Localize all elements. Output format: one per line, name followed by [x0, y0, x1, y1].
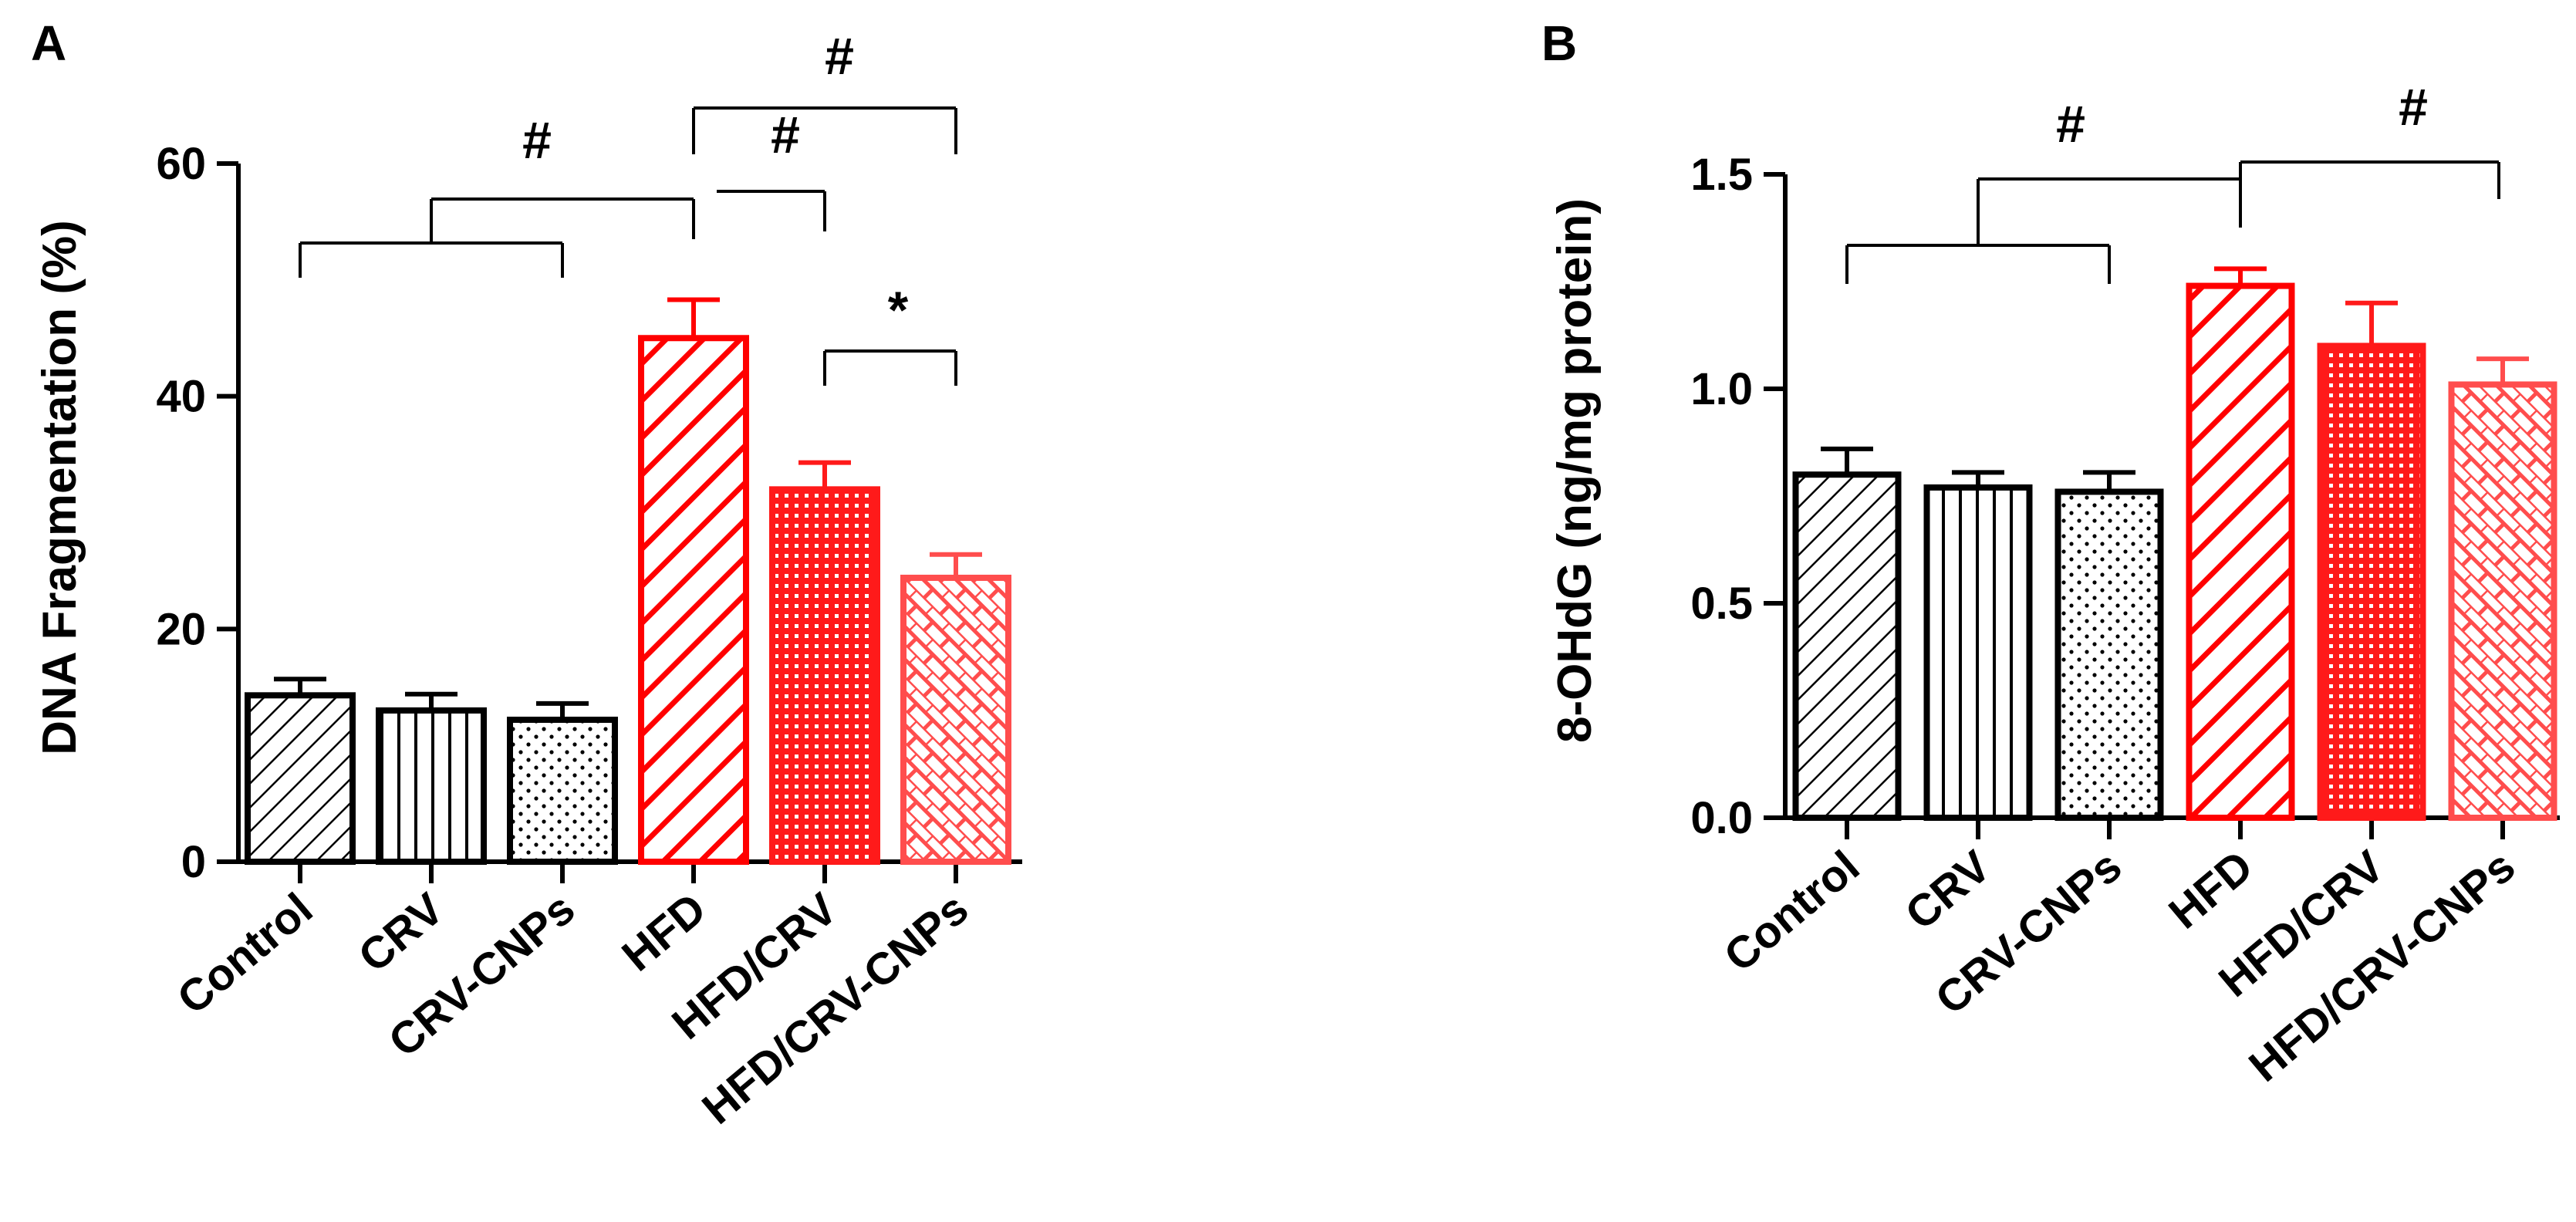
bar-hfd-crv [769, 486, 880, 865]
x-tick-label: HFD [2159, 841, 2262, 938]
significance-label: # [825, 27, 854, 86]
y-axis-title: DNA Fragmentation (%) [33, 220, 86, 754]
significance-bracket: * [823, 281, 957, 386]
y-ticks: 0.0 0.5 1.0 1.5 [1690, 150, 2505, 843]
axes [236, 164, 1022, 864]
bars [1792, 282, 2557, 821]
significance-bracket: # [692, 27, 957, 154]
significance-bracket: # [2239, 78, 2500, 199]
significance-bracket: # [1845, 95, 2242, 284]
bar-hfd-crv-cnps [2448, 381, 2557, 821]
bar-control [245, 692, 356, 866]
significance-brackets: # # # * [299, 27, 957, 386]
x-tick-label: Control [168, 883, 322, 1024]
y-tick-label: 0.0 [1690, 793, 1753, 843]
significance-label: * [888, 281, 909, 339]
y-tick-label: 40 [156, 372, 206, 422]
significance-label: # [2399, 78, 2428, 137]
significance-label: # [2056, 95, 2085, 154]
panel-letter: A [31, 15, 66, 71]
bars [245, 335, 1011, 866]
bar-crv-cnps [2054, 488, 2164, 821]
significance-brackets: # # [1845, 78, 2500, 284]
bar-crv [376, 707, 487, 866]
bar-crv-cnps [507, 716, 618, 865]
x-tick-label: HFD [613, 883, 715, 981]
y-tick-label: 0.5 [1690, 579, 1753, 629]
significance-bracket: # [299, 111, 695, 278]
panel-letter: B [1541, 15, 1577, 71]
y-tick-label: 60 [156, 139, 206, 189]
bar-hfd [2186, 282, 2295, 821]
y-tick-label: 20 [156, 604, 206, 654]
significance-bracket: # [717, 106, 826, 231]
bar-crv [1923, 484, 2033, 821]
x-tick-label: CRV [349, 883, 454, 982]
y-ticks: 0 20 40 60 [156, 139, 958, 887]
bar-hfd-crv-cnps [900, 574, 1011, 865]
panel-a: A DNA Fragmentation (%) 0 20 40 60 Control C… [31, 15, 1022, 1134]
significance-label: # [522, 111, 552, 170]
error-bars [274, 297, 982, 720]
y-tick-label: 0 [181, 837, 206, 887]
bar-hfd-crv [2317, 343, 2426, 821]
x-tick-label: Control [1715, 841, 1869, 981]
error-bars [1821, 266, 2529, 492]
y-tick-label: 1.0 [1690, 364, 1753, 414]
panel-b: B 8-OHdG (ng/mg protein) 0.0 0.5 1.0 1.5 Co… [1541, 15, 2560, 1092]
x-tick-label: CRV [1896, 841, 2000, 940]
bar-hfd [638, 335, 749, 865]
axes [1783, 174, 2560, 820]
y-axis-title: 8-OHdG (ng/mg protein) [1548, 198, 1602, 743]
bar-control [1792, 471, 1902, 821]
y-tick-label: 1.5 [1690, 150, 1753, 200]
significance-label: # [771, 106, 800, 164]
